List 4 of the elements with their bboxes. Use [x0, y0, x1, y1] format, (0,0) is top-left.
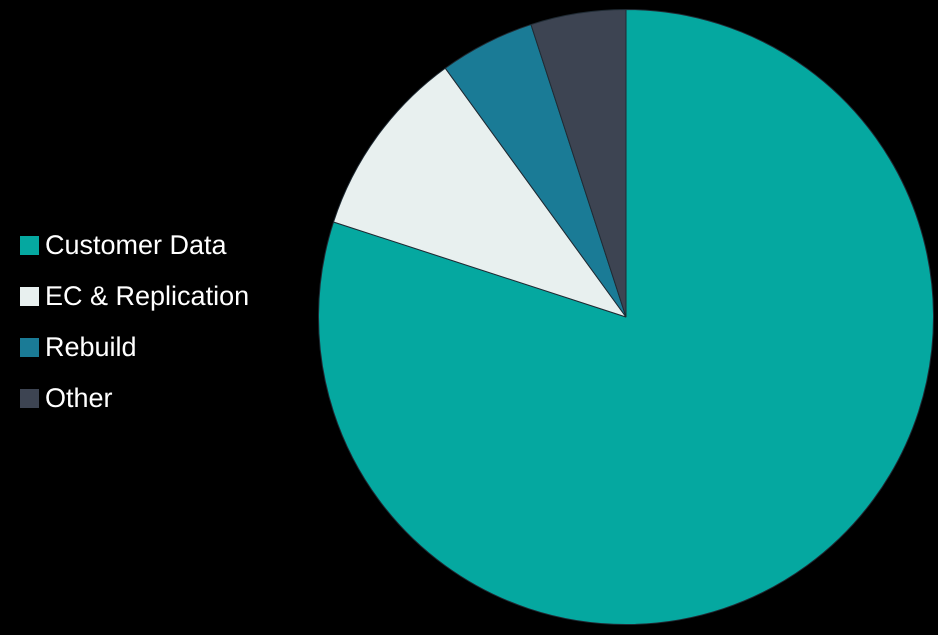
legend-label: Other [45, 383, 113, 414]
legend-label: EC & Replication [45, 281, 250, 312]
legend-label: Customer Data [45, 230, 227, 261]
legend-label: Rebuild [45, 332, 137, 363]
